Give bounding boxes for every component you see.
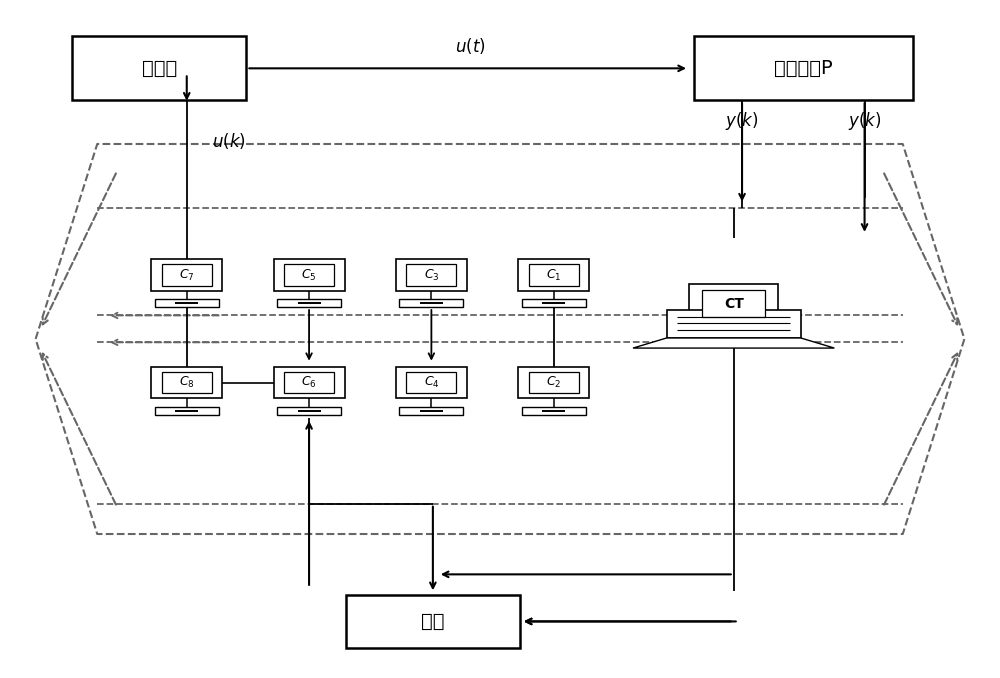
Bar [155,407,219,415]
Bar [406,264,456,286]
Text: $C_1$: $C_1$ [546,268,561,283]
Text: $C_4$: $C_4$ [424,375,439,391]
Text: 执行器: 执行器 [142,59,177,78]
Text: $C_6$: $C_6$ [301,375,317,391]
Bar [529,372,579,393]
Bar [274,367,345,399]
Text: $u(t)$: $u(t)$ [455,36,485,56]
Text: CT: CT [724,297,744,311]
Bar [162,372,212,393]
Bar [522,299,586,307]
Bar [689,283,778,324]
Bar [274,260,345,291]
Bar [529,264,579,286]
Bar [522,407,586,415]
Bar [406,372,456,393]
Text: $u(k)$: $u(k)$ [212,131,245,151]
Text: $C_2$: $C_2$ [546,375,561,391]
Bar [151,367,222,399]
Text: $C_5$: $C_5$ [301,268,317,283]
Text: $C_8$: $C_8$ [179,375,195,391]
Bar [162,264,212,286]
Bar [396,367,467,399]
Text: 调度: 调度 [421,612,445,631]
Bar [72,37,246,100]
Bar [694,37,913,100]
Bar [667,311,801,338]
Bar [702,290,765,317]
Text: $y(k)$: $y(k)$ [725,111,759,132]
Text: $y(k)$: $y(k)$ [848,111,881,132]
Text: $C_7$: $C_7$ [179,268,195,283]
Bar [396,260,467,291]
Bar [277,407,341,415]
Bar [518,367,589,399]
Polygon shape [633,338,834,348]
Text: 被控对象P: 被控对象P [774,59,833,78]
Bar [151,260,222,291]
Bar [284,372,334,393]
Bar [399,407,463,415]
Bar [518,260,589,291]
Bar [346,595,520,648]
Text: $C_3$: $C_3$ [424,268,439,283]
Bar [284,264,334,286]
Bar [399,299,463,307]
Bar [155,299,219,307]
Bar [277,299,341,307]
